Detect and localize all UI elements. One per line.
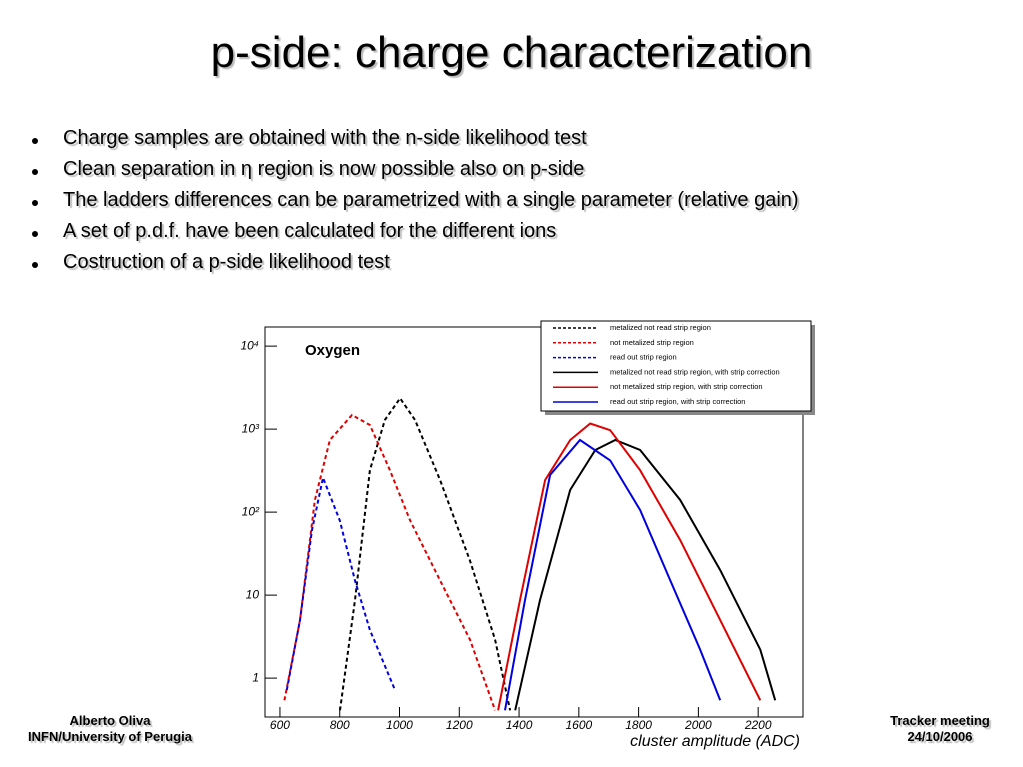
footer-left: Alberto Oliva INFN/University of Perugia xyxy=(10,713,210,745)
affiliation: INFN/University of Perugia xyxy=(28,729,192,744)
bullet: A set of p.d.f. have been calculated for… xyxy=(30,218,980,244)
legend-label: read out strip region, with strip correc… xyxy=(610,397,745,406)
bullet: Clean separation in η region is now poss… xyxy=(30,156,980,182)
y-tick-label: 10³ xyxy=(242,421,260,435)
series-line xyxy=(339,396,512,711)
x-tick-label: 1400 xyxy=(506,718,533,732)
annotation: Oxygen xyxy=(305,342,360,359)
series-line xyxy=(504,438,722,711)
legend xyxy=(540,320,812,412)
x-tick-label: 1000 xyxy=(386,718,413,732)
event: Tracker meeting xyxy=(890,713,990,728)
x-tick-label: 1800 xyxy=(625,718,652,732)
series-line xyxy=(514,438,777,711)
legend-label: not metalized strip region, with strip c… xyxy=(610,382,763,391)
author: Alberto Oliva xyxy=(69,713,151,728)
legend-label: not metalized strip region xyxy=(610,338,694,347)
x-axis-label: cluster amplitude (ADC) xyxy=(630,733,800,750)
y-tick-label: 1 xyxy=(252,670,259,684)
x-tick-label: 2200 xyxy=(744,718,772,732)
x-tick-label: 800 xyxy=(330,718,350,732)
date: 24/10/2006 xyxy=(907,729,973,744)
y-tick-label: 10 xyxy=(246,587,260,601)
bullet: Costruction of a p-side likelihood test xyxy=(30,249,980,275)
series-line xyxy=(497,422,762,711)
x-tick-label: 2000 xyxy=(684,718,712,732)
series-line xyxy=(283,413,497,711)
legend-label: metalized not read strip region xyxy=(610,323,711,332)
y-tick-label: 10⁴ xyxy=(240,338,259,352)
y-tick-label: 10² xyxy=(242,504,260,518)
footer-right: Tracker meeting 24/10/2006 xyxy=(870,713,1010,745)
x-tick-label: 1200 xyxy=(446,718,473,732)
bullet-list: Charge samples are obtained with the n-s… xyxy=(30,125,980,280)
x-tick-label: 600 xyxy=(270,718,290,732)
x-tick-label: 1600 xyxy=(565,718,592,732)
bullet: Charge samples are obtained with the n-s… xyxy=(30,125,980,151)
bullet: The ladders differences can be parametri… xyxy=(30,187,980,213)
legend-label: metalized not read strip region, with st… xyxy=(610,367,780,376)
legend-label: read out strip region xyxy=(610,353,677,362)
series-line xyxy=(285,474,396,691)
slide-title: p-side: charge characterization xyxy=(210,28,813,77)
